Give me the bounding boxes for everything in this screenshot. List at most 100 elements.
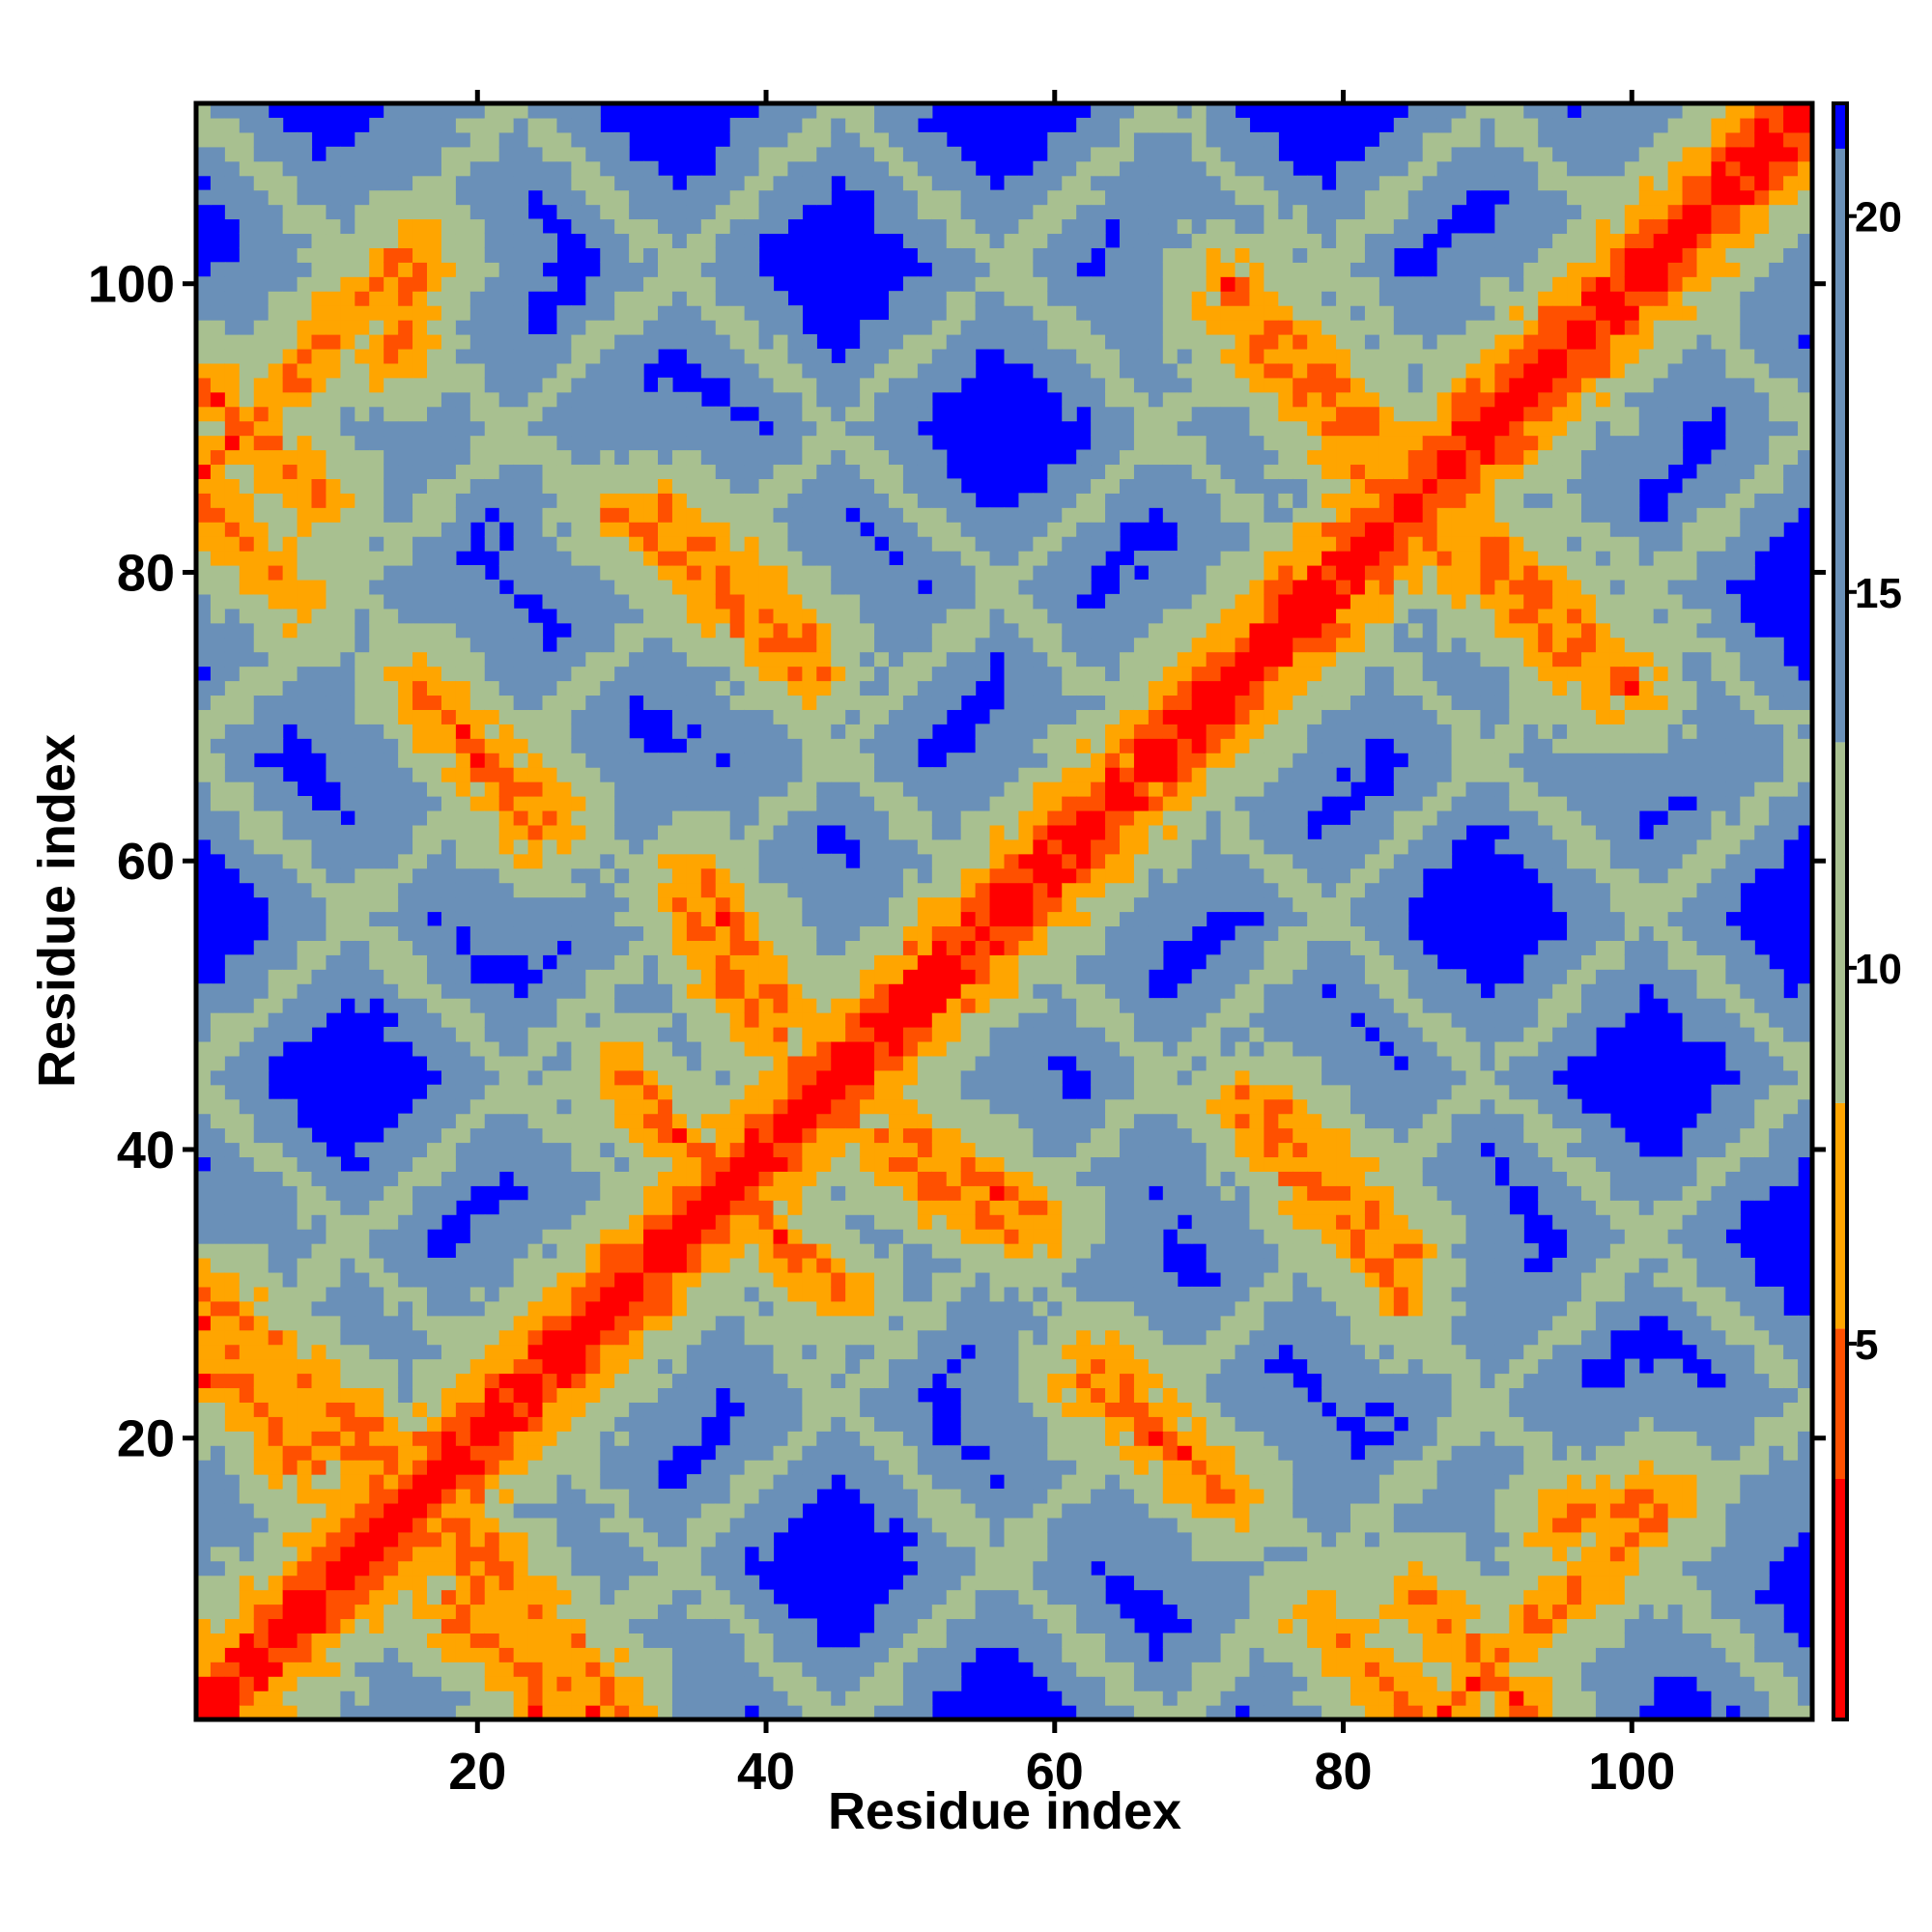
heatmap-cell bbox=[614, 565, 630, 581]
heatmap-cell bbox=[643, 464, 659, 479]
heatmap-cell bbox=[744, 1271, 760, 1288]
heatmap-cell bbox=[600, 1589, 615, 1605]
heatmap-cell bbox=[484, 348, 500, 364]
heatmap-cell bbox=[369, 622, 384, 639]
heatmap-cell bbox=[845, 810, 861, 826]
heatmap-cell bbox=[384, 622, 399, 639]
heatmap-cell bbox=[527, 247, 544, 263]
heatmap-cell bbox=[340, 305, 355, 321]
heatmap-cell bbox=[527, 1012, 544, 1028]
heatmap-cell bbox=[513, 103, 529, 119]
heatmap-cell bbox=[715, 593, 731, 610]
heatmap-cell bbox=[571, 695, 586, 710]
heatmap-cell bbox=[629, 753, 644, 768]
heatmap-cell bbox=[571, 796, 586, 811]
heatmap-cell bbox=[398, 1012, 413, 1028]
heatmap-cell bbox=[326, 753, 341, 768]
heatmap-cell bbox=[571, 1300, 586, 1317]
heatmap-cell bbox=[297, 262, 313, 277]
heatmap-cell bbox=[729, 1171, 746, 1186]
heatmap-cell bbox=[629, 593, 644, 610]
heatmap-cell bbox=[440, 695, 457, 710]
heatmap-cell bbox=[585, 1474, 601, 1490]
heatmap-cell bbox=[469, 1575, 486, 1591]
heatmap-cell bbox=[758, 204, 775, 220]
heatmap-cell bbox=[556, 1445, 572, 1461]
heatmap-cell bbox=[469, 896, 486, 913]
heatmap-cell bbox=[355, 1560, 370, 1577]
heatmap-cell bbox=[700, 1647, 717, 1662]
heatmap-cell bbox=[297, 940, 313, 955]
heatmap-cell bbox=[369, 478, 384, 494]
heatmap-cell bbox=[629, 377, 644, 393]
heatmap-cell bbox=[498, 1358, 515, 1375]
heatmap-cell bbox=[196, 1502, 212, 1519]
heatmap-cell bbox=[455, 362, 471, 379]
heatmap-cell bbox=[845, 753, 861, 768]
heatmap-cell bbox=[773, 767, 789, 782]
heatmap-cell bbox=[874, 204, 890, 220]
heatmap-cell bbox=[658, 391, 673, 408]
heatmap-cell bbox=[484, 1214, 500, 1230]
heatmap-cell bbox=[658, 478, 673, 494]
heatmap-cell bbox=[787, 1040, 803, 1057]
heatmap-cell bbox=[729, 1229, 746, 1244]
heatmap-cell bbox=[542, 1416, 558, 1432]
heatmap-cell bbox=[614, 464, 630, 479]
heatmap-cell bbox=[729, 377, 746, 393]
heatmap-cell bbox=[845, 1271, 861, 1288]
heatmap-cell bbox=[326, 637, 341, 653]
heatmap-cell bbox=[860, 1271, 875, 1288]
heatmap-cell bbox=[412, 724, 428, 739]
heatmap-cell bbox=[355, 1546, 370, 1562]
heatmap-cell bbox=[802, 464, 817, 479]
heatmap-cell bbox=[527, 117, 544, 133]
heatmap-cell bbox=[643, 478, 659, 494]
heatmap-cell bbox=[614, 709, 630, 724]
heatmap-cell bbox=[412, 362, 428, 379]
heatmap-cell bbox=[340, 622, 355, 639]
heatmap-cell bbox=[253, 420, 270, 437]
heatmap-cell bbox=[340, 1315, 355, 1331]
heatmap-cell bbox=[384, 1431, 399, 1446]
heatmap-cell bbox=[282, 1185, 298, 1201]
heatmap-cell bbox=[440, 1300, 457, 1317]
heatmap-cell bbox=[874, 1676, 890, 1691]
heatmap-cell bbox=[210, 493, 226, 508]
heatmap-cell bbox=[845, 1416, 861, 1432]
heatmap-cell bbox=[700, 493, 717, 508]
heatmap-cell bbox=[629, 175, 644, 191]
heatmap-cell bbox=[787, 666, 803, 682]
heatmap-cell bbox=[542, 796, 558, 811]
heatmap-cell bbox=[311, 464, 327, 479]
heatmap-cell bbox=[513, 1416, 529, 1432]
heatmap-cell bbox=[658, 1604, 673, 1620]
heatmap-cell bbox=[571, 896, 586, 913]
heatmap-cell bbox=[614, 724, 630, 739]
heatmap-cell bbox=[427, 1416, 442, 1432]
heatmap-cell bbox=[773, 160, 789, 177]
heatmap-cell bbox=[874, 1098, 890, 1115]
heatmap-cell bbox=[412, 1604, 428, 1620]
heatmap-cell bbox=[556, 334, 572, 350]
heatmap-cell bbox=[643, 969, 659, 984]
heatmap-cell bbox=[556, 796, 572, 811]
heatmap-cell bbox=[427, 348, 442, 364]
heatmap-cell bbox=[398, 1142, 413, 1158]
heatmap-cell bbox=[196, 1271, 212, 1288]
heatmap-cell bbox=[239, 218, 255, 235]
heatmap-cell bbox=[412, 1329, 428, 1346]
heatmap-cell bbox=[340, 1618, 355, 1634]
heatmap-cell bbox=[773, 1416, 789, 1432]
heatmap-cell bbox=[816, 1445, 832, 1461]
heatmap-cell bbox=[831, 1329, 846, 1346]
heatmap-cell bbox=[542, 867, 558, 884]
heatmap-cell bbox=[469, 867, 486, 884]
heatmap-cell bbox=[600, 1373, 615, 1389]
heatmap-cell bbox=[513, 536, 529, 552]
heatmap-cell bbox=[239, 838, 255, 855]
heatmap-cell bbox=[729, 896, 746, 913]
heatmap-cell bbox=[658, 1315, 673, 1331]
heatmap-cell bbox=[355, 1647, 370, 1662]
heatmap-cell bbox=[889, 1676, 904, 1691]
